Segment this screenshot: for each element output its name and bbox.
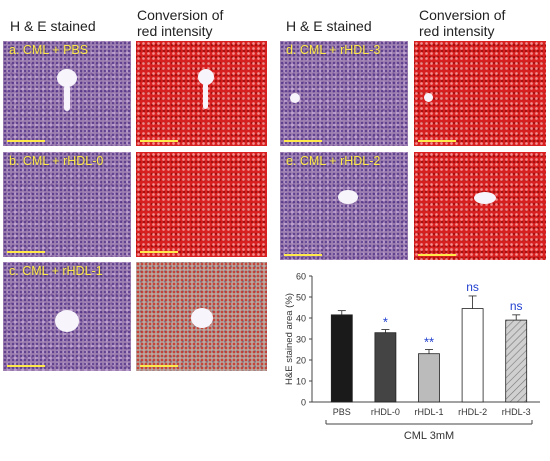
he-panel-c: c. CML + rHDL-1 bbox=[3, 262, 131, 371]
scale-bar bbox=[284, 254, 322, 256]
red-panel-d bbox=[414, 41, 546, 146]
y-tick-label: 30 bbox=[296, 335, 306, 345]
scale-bar bbox=[140, 251, 178, 253]
he-panel-e: e. CML + rHDL-2 bbox=[280, 152, 408, 260]
bar-rhdl-1 bbox=[418, 353, 440, 403]
bar-rhdl-3 bbox=[505, 319, 528, 403]
significance-marker: * bbox=[383, 315, 388, 330]
bar-rhdl-0 bbox=[374, 332, 397, 403]
significance-marker: ** bbox=[424, 335, 434, 350]
y-tick-label: 10 bbox=[296, 377, 306, 387]
bar-rhdl-2 bbox=[461, 308, 484, 403]
y-tick-label: 20 bbox=[296, 356, 306, 366]
scale-bar bbox=[418, 254, 456, 256]
significance-marker: ns bbox=[466, 280, 479, 294]
y-tick-label: 50 bbox=[296, 293, 306, 303]
scale-bar bbox=[284, 140, 322, 142]
y-tick-label: 60 bbox=[296, 272, 306, 282]
y-tick-label: 40 bbox=[296, 314, 306, 324]
conversion-header-left-line1: Conversion of bbox=[137, 7, 224, 23]
panel-label-e: e. CML + rHDL-2 bbox=[286, 154, 381, 168]
x-tick-label: rHDL-0 bbox=[371, 407, 400, 417]
conversion-header-left-line2: red intensity bbox=[137, 23, 213, 39]
he-stained-header-left: H & E stained bbox=[10, 18, 96, 34]
conversion-header-right-line1: Conversion of bbox=[419, 7, 506, 23]
conversion-header-right-line2: red intensity bbox=[419, 23, 495, 39]
he-stained-header-right: H & E stained bbox=[286, 18, 372, 34]
he-panel-d: d. CML + rHDL-3 bbox=[280, 41, 408, 146]
scale-bar bbox=[140, 140, 178, 142]
bar-chart: 0 10 20 30 40 50 60 H&E stained area (%) PBS rHDL… bbox=[278, 266, 550, 456]
bar-pbs bbox=[330, 314, 353, 403]
x-tick-label: rHDL-1 bbox=[414, 407, 443, 417]
x-axis-label: CML 3mM bbox=[404, 430, 454, 442]
red-panel-e bbox=[414, 152, 546, 260]
scale-bar bbox=[7, 140, 45, 142]
panel-label-a: a. CML + PBS bbox=[9, 43, 89, 57]
scale-bar bbox=[140, 365, 178, 367]
panel-label-d: d. CML + rHDL-3 bbox=[286, 43, 381, 57]
y-axis-label: H&E stained area (%) bbox=[284, 293, 295, 385]
x-tick-label: PBS bbox=[333, 407, 351, 417]
bar-chart-svg: 0 10 20 30 40 50 60 H&E stained area (%) PBS rHDL… bbox=[284, 272, 540, 442]
he-panel-b: b. CML + rHDL-0 bbox=[3, 152, 131, 257]
panel-label-b: b. CML + rHDL-0 bbox=[9, 154, 104, 168]
scale-bar bbox=[7, 251, 45, 253]
scale-bar bbox=[7, 365, 45, 367]
red-panel-c bbox=[136, 262, 267, 371]
scale-bar bbox=[418, 140, 456, 142]
red-panel-b bbox=[136, 152, 267, 257]
x-tick-label: rHDL-3 bbox=[502, 407, 531, 417]
x-tick-label: rHDL-2 bbox=[458, 407, 487, 417]
he-panel-a: a. CML + PBS bbox=[3, 41, 131, 146]
panel-label-c: c. CML + rHDL-1 bbox=[9, 264, 103, 278]
y-tick-label: 0 bbox=[301, 398, 306, 408]
red-panel-a bbox=[136, 41, 267, 146]
significance-marker: ns bbox=[510, 299, 523, 313]
